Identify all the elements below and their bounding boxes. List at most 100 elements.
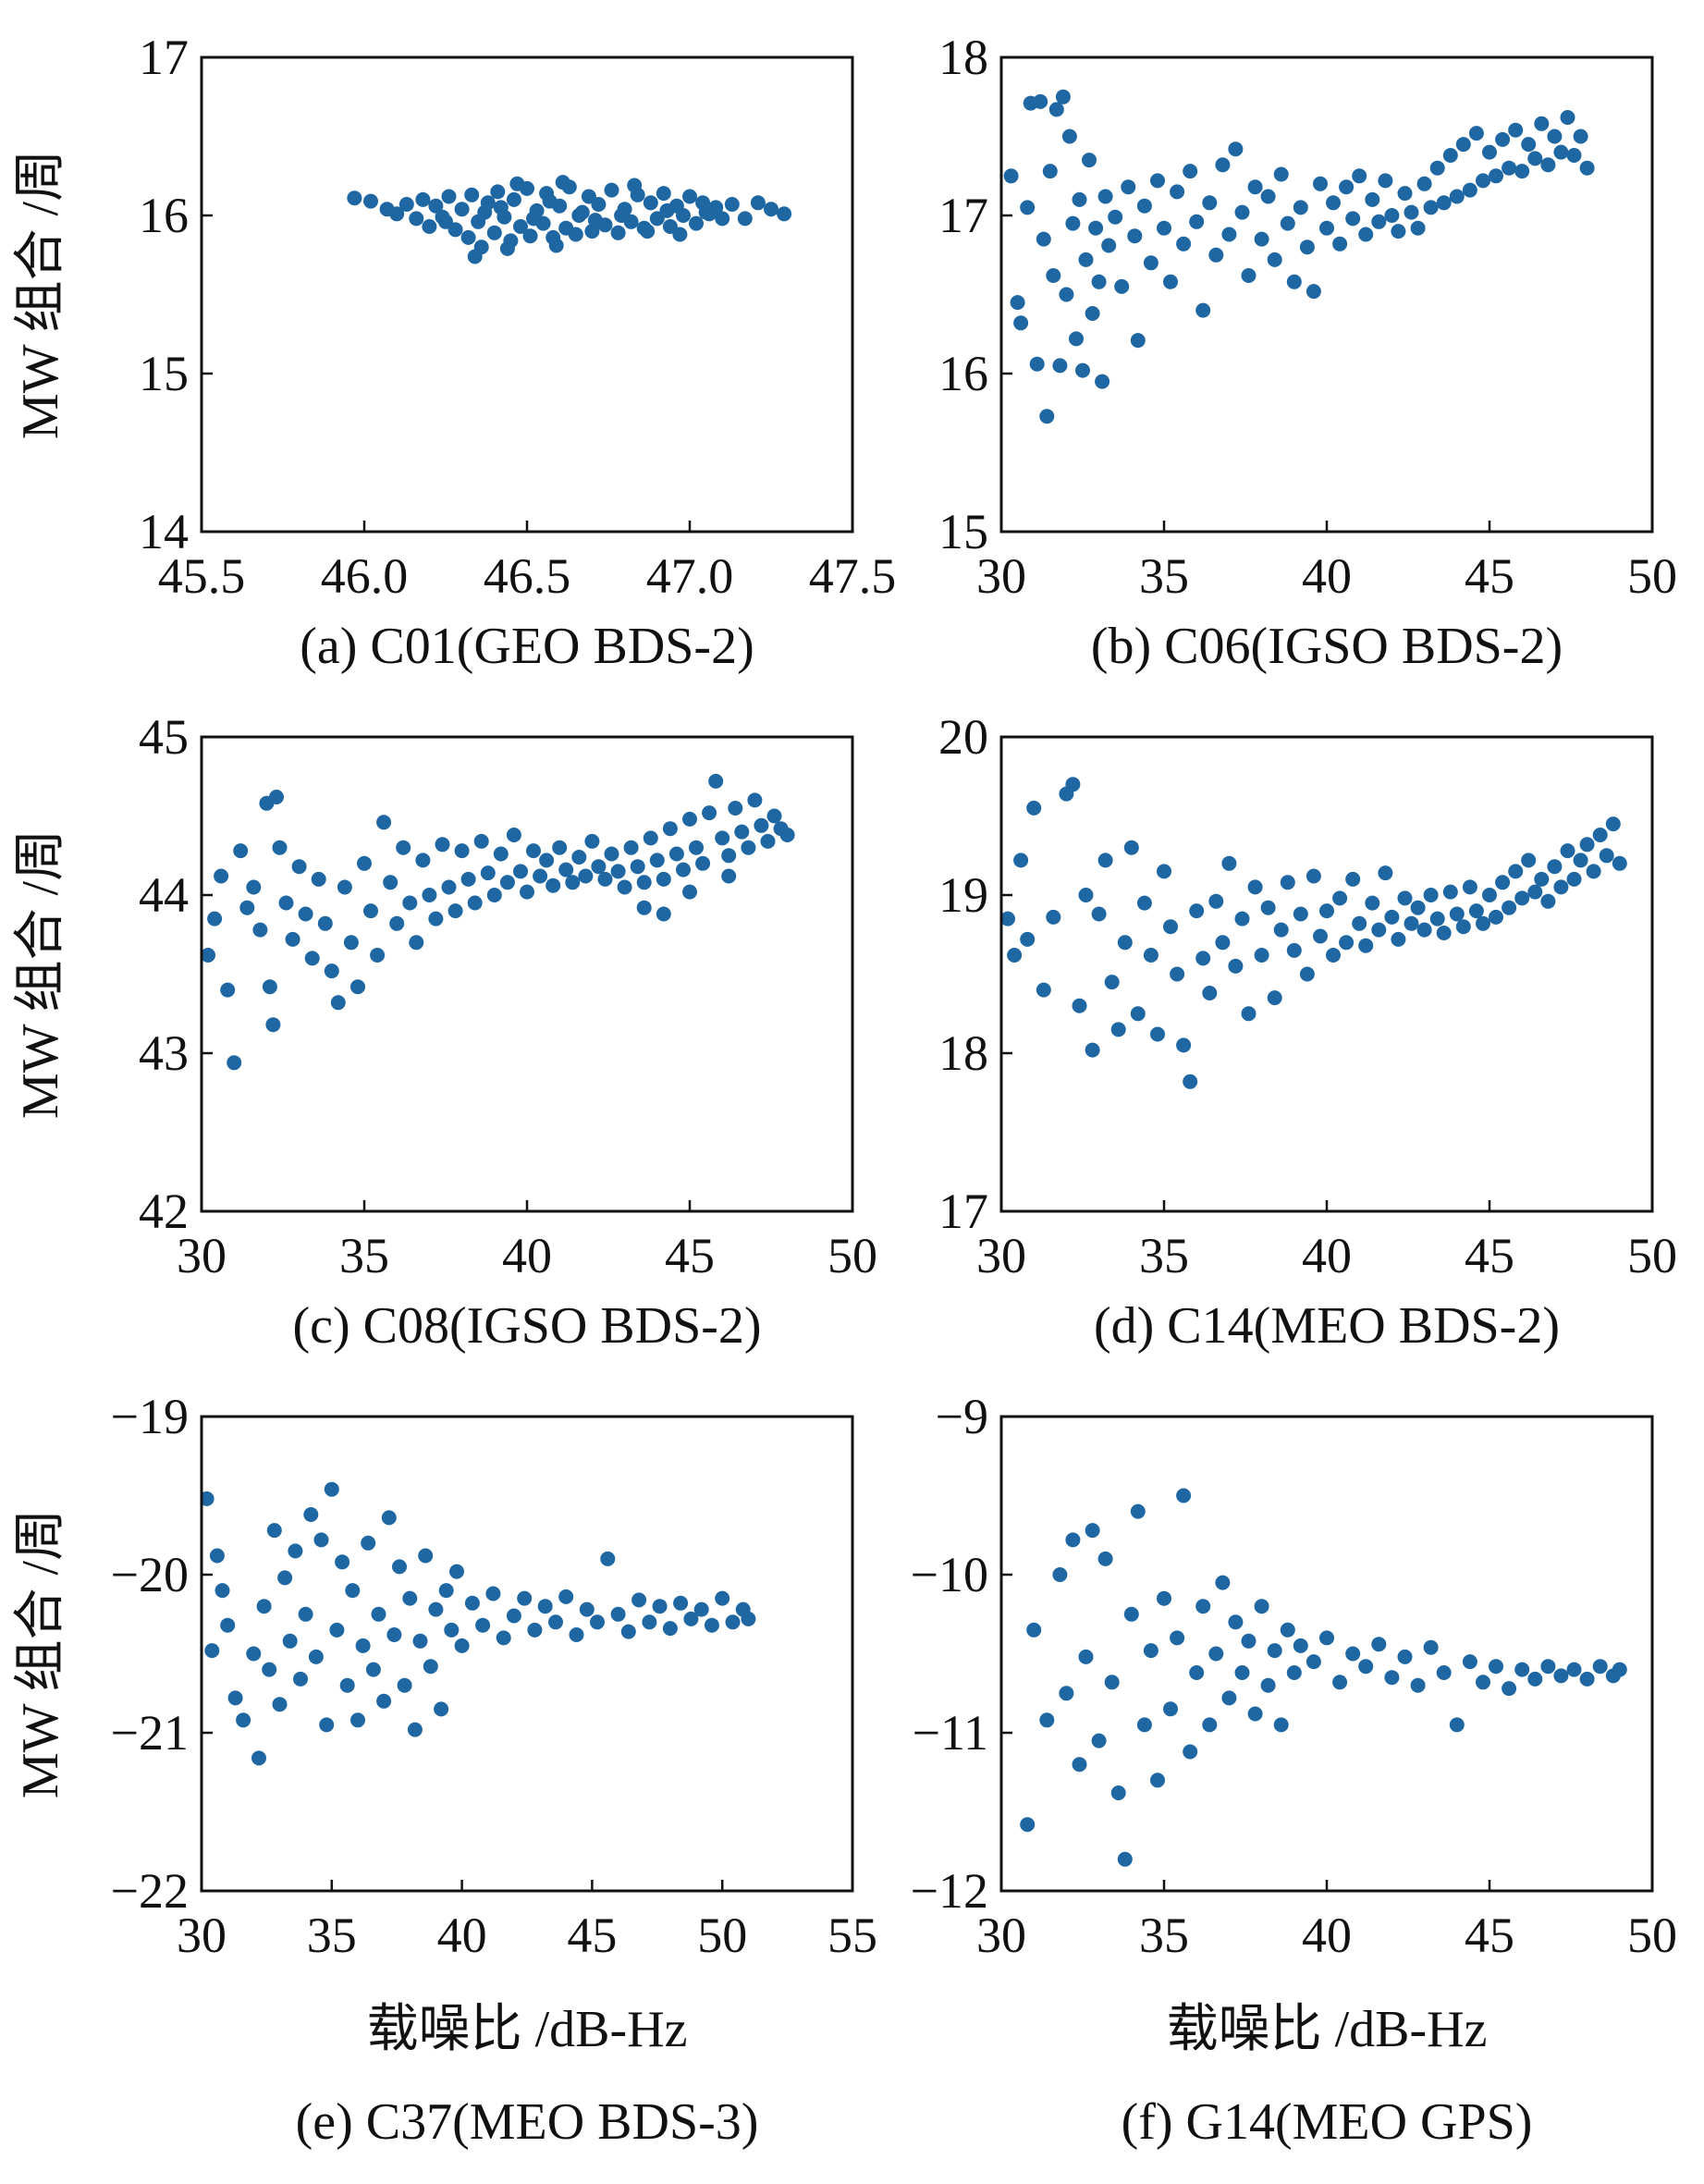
data-point	[1189, 214, 1205, 229]
data-point	[1176, 1037, 1192, 1053]
data-point	[304, 951, 320, 966]
y-tick-label: 43	[139, 1025, 189, 1081]
y-tick-label: 15	[139, 346, 189, 401]
data-point	[1540, 1659, 1556, 1675]
data-point	[1462, 1654, 1477, 1670]
plot-frame	[200, 735, 854, 1213]
data-point	[415, 191, 431, 207]
data-point	[1130, 1006, 1146, 1022]
data-point	[475, 1617, 491, 1633]
y-tick-label: 14	[139, 504, 189, 559]
data-point	[409, 935, 424, 951]
chart-caption: (e) C37(MEO BDS-3)	[296, 2093, 759, 2151]
data-point	[272, 840, 288, 855]
data-point	[1020, 200, 1036, 215]
data-point	[1127, 228, 1143, 244]
y-tick-label: −21	[111, 1705, 189, 1761]
data-point	[288, 1543, 303, 1559]
data-point	[537, 1599, 553, 1614]
data-point	[1397, 186, 1413, 202]
y-tick-label: 19	[938, 867, 988, 923]
y-axis-label: MW 组合 /周	[12, 150, 69, 439]
data-point	[313, 1532, 329, 1548]
data-point	[1358, 227, 1374, 242]
data-point	[1286, 274, 1302, 289]
x-tick-label: 30	[177, 1908, 227, 1963]
data-point	[1352, 915, 1367, 931]
data-point	[251, 1750, 266, 1766]
data-point	[1306, 868, 1321, 884]
data-point	[1521, 853, 1537, 868]
data-point	[272, 1697, 288, 1712]
data-point	[1553, 879, 1569, 895]
data-point	[1072, 191, 1087, 207]
data-point	[1150, 1773, 1165, 1788]
data-point	[214, 868, 229, 884]
y-tick-label: 18	[938, 30, 988, 85]
data-point	[1429, 911, 1445, 926]
data-point	[293, 1671, 308, 1687]
data-point	[1280, 875, 1295, 890]
data-point	[361, 1535, 376, 1551]
data-point	[1260, 189, 1276, 204]
data-point	[1189, 1665, 1205, 1680]
x-tick-label: 50	[827, 1228, 877, 1283]
data-point	[724, 197, 740, 212]
data-point	[636, 900, 652, 915]
plot-frame	[200, 55, 854, 534]
data-point	[1123, 840, 1139, 855]
data-point	[1442, 884, 1458, 900]
data-point	[721, 848, 737, 864]
data-point	[623, 840, 639, 855]
data-point	[1514, 1662, 1530, 1677]
data-point	[1215, 935, 1231, 951]
data-point	[1091, 274, 1107, 289]
data-point	[1449, 189, 1465, 204]
data-point	[610, 864, 626, 879]
data-point	[1202, 195, 1218, 211]
data-point	[428, 1601, 444, 1617]
data-point	[1429, 160, 1445, 176]
data-point	[1560, 110, 1575, 125]
data-point	[285, 931, 300, 947]
data-point	[330, 995, 346, 1011]
data-point	[1036, 982, 1051, 998]
data-point	[1026, 1622, 1042, 1638]
data-point	[1514, 890, 1530, 906]
data-point	[1267, 1643, 1282, 1659]
data-point	[202, 1491, 215, 1506]
data-point	[1332, 236, 1348, 252]
data-point	[1163, 919, 1178, 935]
data-point	[1527, 884, 1543, 900]
data-point	[591, 197, 607, 212]
data-point	[627, 178, 643, 193]
data-point	[1117, 935, 1133, 951]
data-point	[1046, 909, 1061, 925]
data-point	[1228, 141, 1244, 157]
data-point	[520, 884, 534, 900]
data-point	[460, 229, 476, 245]
data-point	[1339, 935, 1355, 951]
data-point	[207, 911, 223, 926]
scatter-series-c	[202, 773, 795, 1071]
data-point	[493, 200, 509, 215]
data-point	[398, 197, 414, 212]
data-point	[1371, 922, 1387, 938]
data-point	[1065, 1532, 1081, 1548]
data-point	[1072, 1757, 1087, 1773]
data-point	[477, 204, 493, 220]
data-point	[1157, 220, 1171, 236]
data-point	[1020, 1817, 1036, 1833]
data-point	[1612, 855, 1627, 871]
data-point	[1195, 951, 1211, 966]
data-point	[1416, 176, 1432, 191]
data-point	[659, 202, 675, 218]
data-point	[1234, 204, 1250, 220]
data-point	[754, 817, 769, 833]
data-point	[415, 853, 431, 868]
data-point	[1352, 168, 1367, 184]
data-point	[1586, 864, 1601, 879]
data-point	[1455, 137, 1471, 153]
data-point	[1391, 224, 1406, 239]
data-point	[339, 1677, 355, 1693]
